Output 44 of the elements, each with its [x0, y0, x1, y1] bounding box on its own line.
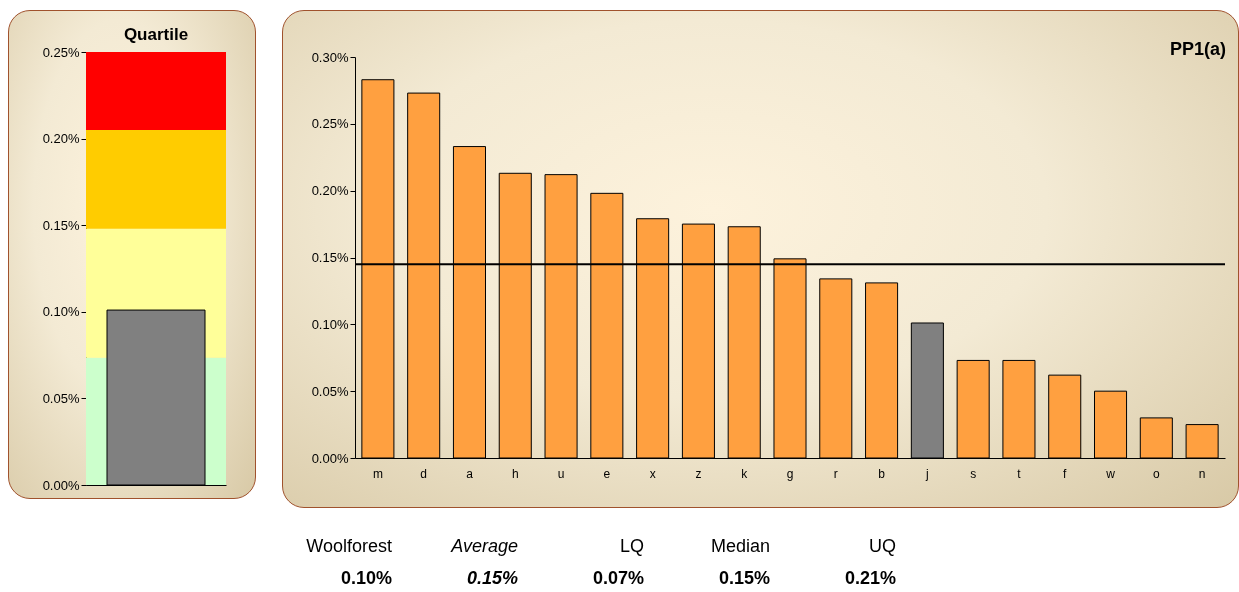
x-tick-label: w [1105, 466, 1116, 481]
x-tick-label: n [1198, 466, 1206, 481]
y-tick-label: 0.05% [42, 390, 80, 406]
y-tick-label: 0.25% [42, 44, 80, 60]
x-tick-label: j [925, 466, 929, 481]
x-tick-label: b [878, 466, 886, 481]
y-tick-label: 0.15% [42, 217, 80, 233]
x-tick-label: x [649, 466, 656, 481]
y-tick-label: 0.20% [42, 131, 80, 147]
x-tick-label: u [557, 466, 565, 481]
y-tick-label: 0.00% [311, 450, 349, 466]
text: 0.07% [591, 568, 644, 589]
y-tick-label: 0.15% [311, 250, 349, 265]
text: LQ [619, 536, 644, 557]
x-tick-label: s [970, 466, 977, 481]
x-tick-label: o [1152, 466, 1160, 481]
y-tick-label: 0.05% [311, 383, 349, 399]
y-tick-label: 0.10% [311, 316, 349, 332]
chart-title: Quartile [123, 25, 189, 44]
chart-title: PP1(a) [1169, 39, 1226, 59]
x-tick-label: a [466, 466, 474, 481]
x-tick-label: m [372, 466, 383, 481]
text: 0.10% [339, 568, 392, 589]
x-tick-label: g [786, 466, 794, 481]
text: 0.15% [465, 568, 518, 589]
x-tick-label: d [420, 466, 428, 481]
y-tick-label: 0.00% [42, 477, 80, 493]
x-tick-label: t [1017, 466, 1022, 481]
text: Median [709, 536, 770, 557]
text: 0.21% [843, 568, 896, 589]
y-tick-label: 0.20% [311, 183, 349, 199]
x-tick-label: r [833, 466, 838, 481]
text: Woolforest [305, 536, 392, 557]
x-tick-label: h [511, 466, 519, 481]
x-tick-label: z [695, 466, 702, 481]
y-tick-label: 0.30% [311, 49, 349, 65]
y-tick-label: 0.25% [311, 116, 349, 132]
x-tick-label: e [603, 466, 611, 481]
text: 0.15% [717, 568, 770, 589]
x-tick-label: f [1063, 466, 1068, 481]
y-tick-label: 0.10% [42, 304, 80, 320]
text: Average [449, 536, 518, 557]
text: UQ [868, 536, 896, 557]
x-tick-label: k [741, 466, 749, 481]
